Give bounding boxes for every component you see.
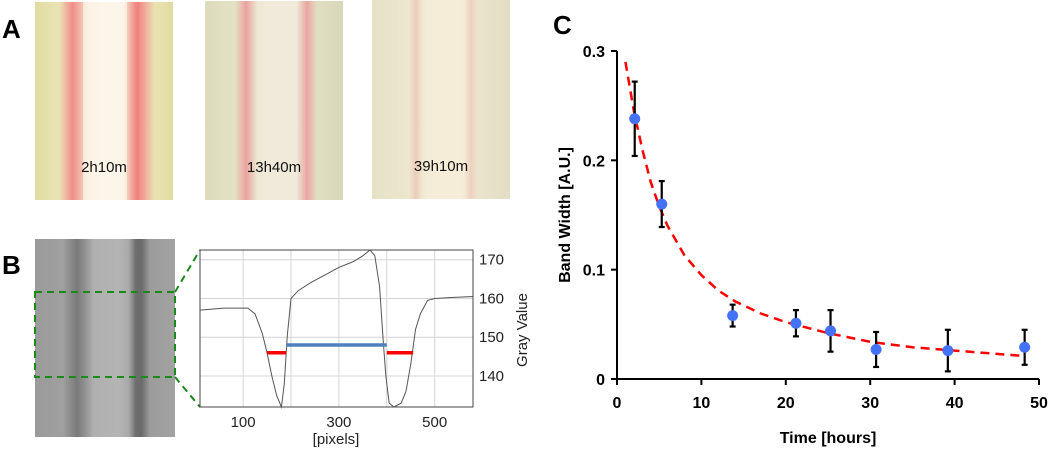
x-tick-label: 50 <box>1030 395 1048 412</box>
y-tick-label: 0.3 <box>583 44 605 61</box>
x-tick-label: 300 <box>326 414 351 431</box>
x-tick-label: 500 <box>422 414 447 431</box>
data-point <box>825 325 837 337</box>
photo-caption: 13h40m <box>246 159 302 176</box>
data-point <box>870 343 882 355</box>
y-tick-label: 0.2 <box>583 153 605 170</box>
y-axis-label: Gray Value <box>514 293 531 367</box>
data-point <box>727 310 739 322</box>
x-tick-label: 0 <box>613 395 622 412</box>
data-point <box>629 113 641 125</box>
y-tick-label: 0 <box>596 372 605 389</box>
data-point <box>1019 341 1031 353</box>
y-tick-label: 160 <box>479 290 504 307</box>
y-tick-label: 170 <box>479 252 504 269</box>
zoom-connector-top <box>174 249 201 293</box>
x-tick-label: 20 <box>777 395 795 412</box>
data-point <box>656 198 668 210</box>
x-axis-label: [pixels] <box>313 431 360 448</box>
x-tick-label: 40 <box>946 395 964 412</box>
zoom-connector-bottom <box>174 376 201 408</box>
panel-label-a: A <box>2 14 21 44</box>
panel-label-c: C <box>553 10 572 40</box>
photo-caption: 2h10m <box>81 159 127 176</box>
data-point <box>790 317 802 329</box>
profile-line <box>199 249 474 409</box>
zoom-region-box <box>34 291 176 378</box>
x-tick-label: 100 <box>231 414 256 431</box>
y-tick-label: 140 <box>479 368 504 385</box>
x-tick-label: 10 <box>693 395 711 412</box>
y-tick-label: 0.1 <box>583 263 605 280</box>
data-point <box>942 345 954 357</box>
plot-frame <box>199 249 474 408</box>
y-tick-label: 150 <box>479 329 504 346</box>
photo-caption: 39h10m <box>413 158 469 175</box>
fit-curve <box>624 61 1025 358</box>
photo-39h10m: 39h10m <box>372 0 510 199</box>
y-axis-label: Band Width [A.U.] <box>557 147 574 283</box>
photo-13h40m: 13h40m <box>205 1 343 200</box>
grayscale-photo <box>35 239 175 437</box>
panel-label-b: B <box>2 250 21 280</box>
x-axis-label: Time [hours] <box>780 430 877 447</box>
x-tick-label: 30 <box>861 395 879 412</box>
photo-2h10m: 2h10m <box>35 2 173 200</box>
